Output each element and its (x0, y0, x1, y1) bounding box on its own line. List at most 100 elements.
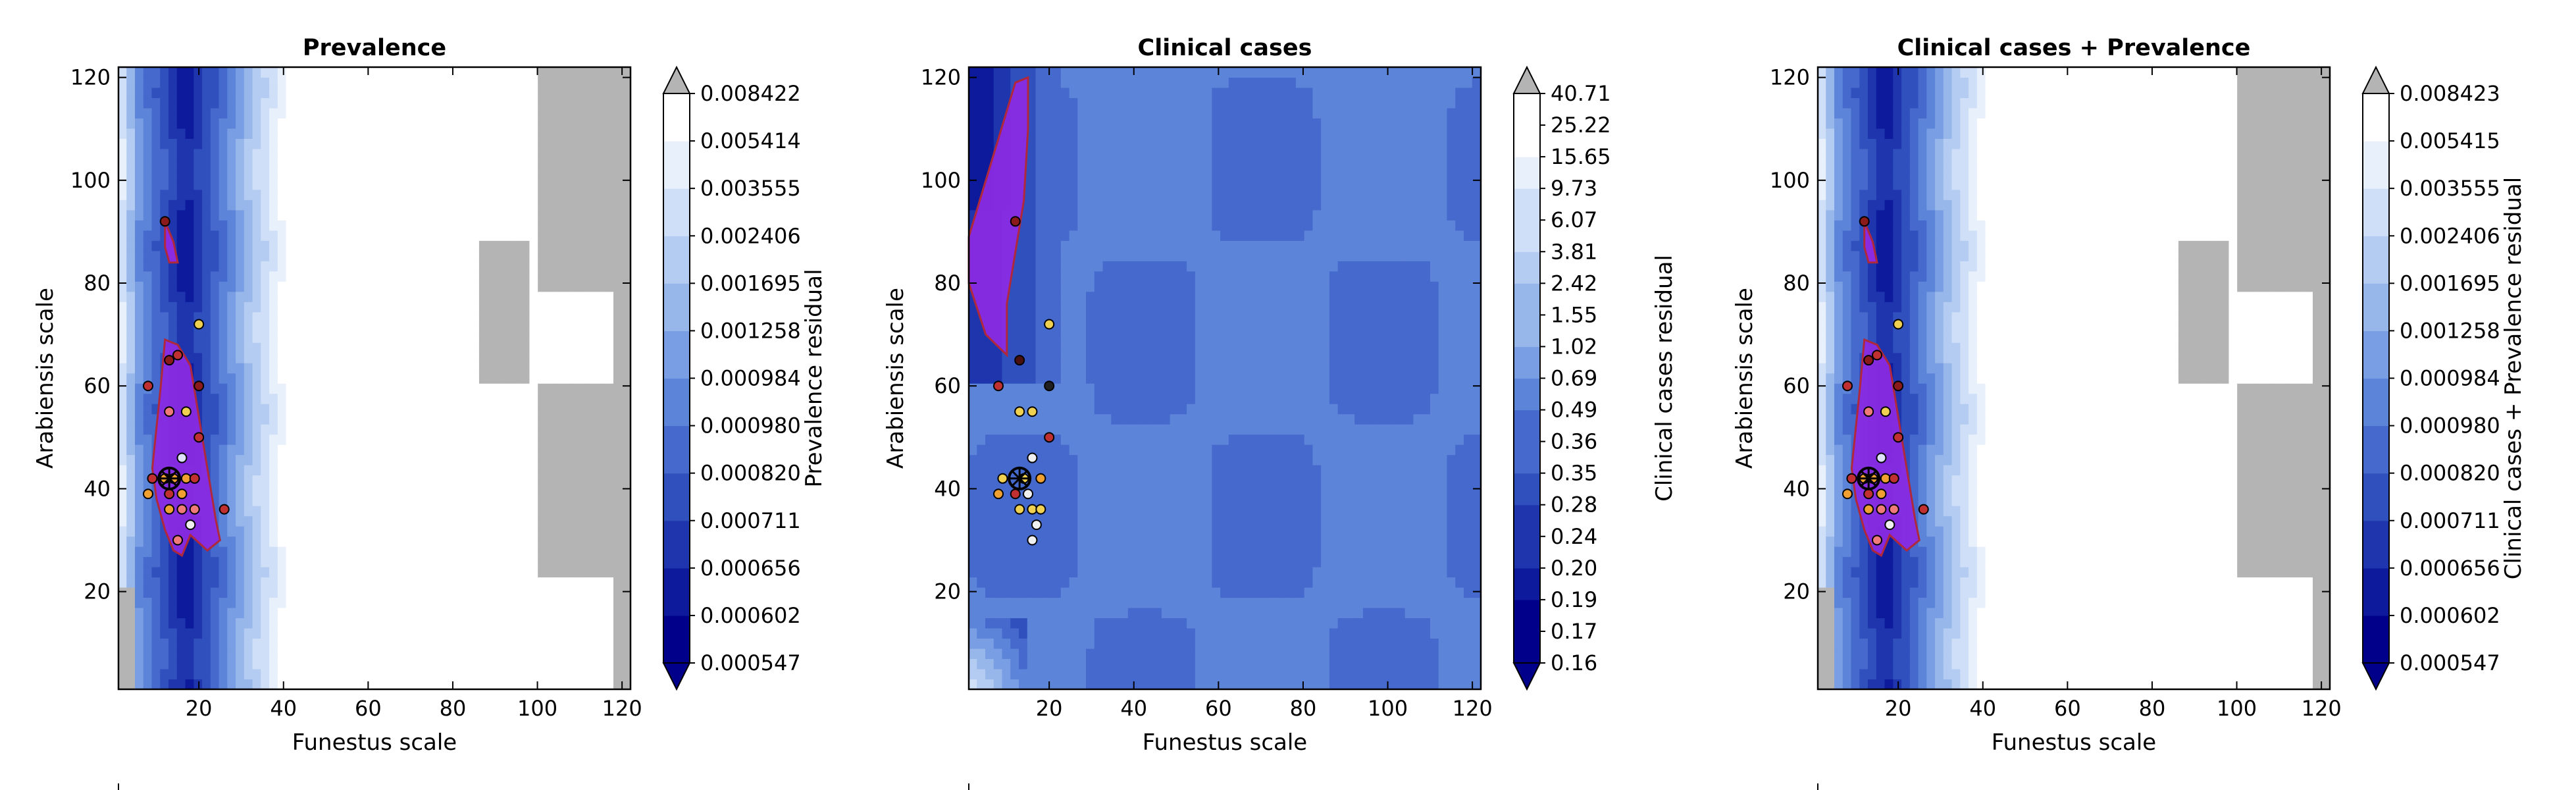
x-tick-label: 120 (1453, 696, 1493, 721)
colorbar-band (2363, 567, 2389, 616)
data-point (147, 473, 158, 484)
colorbar-band (663, 520, 690, 569)
low-residual-region (967, 76, 1029, 357)
colorbar-band (2363, 188, 2389, 236)
colorbar-band (2363, 425, 2389, 474)
colorbar-band (663, 330, 690, 379)
data-point (1863, 406, 1874, 417)
colorbar-tick-label: 6.07 (1551, 207, 1597, 232)
x-tick-label: 20 (186, 696, 213, 721)
x-axis-label: Funestus scale (1992, 729, 2156, 756)
colorbar-band (2363, 473, 2389, 521)
data-point (1846, 473, 1857, 484)
data-point (1893, 319, 1904, 330)
x-tick-label: 100 (2217, 696, 2257, 721)
x-tick-label: 80 (440, 696, 467, 721)
x-tick-label: 100 (517, 696, 557, 721)
data-point (993, 488, 1004, 500)
colorbar-band (663, 141, 690, 189)
colorbar-band (663, 236, 690, 284)
colorbar-tick-label: 0.000656 (2400, 556, 2500, 581)
colorbar-band (663, 567, 690, 616)
colorbar-tick-label: 0.000602 (700, 603, 801, 628)
colorbar-band (1514, 378, 1540, 411)
colorbar-extend-low (1512, 662, 1541, 691)
chart-title: Prevalence (303, 35, 446, 61)
colorbar-extend-low (2361, 662, 2390, 691)
x-tick-label: 40 (270, 696, 297, 721)
colorbar-label: Clinical cases residual (1651, 255, 1678, 502)
data-point (143, 488, 154, 500)
colorbar-band (1514, 599, 1540, 632)
colorbar-tick-label: 0.000820 (2400, 461, 2500, 486)
colorbar-band (663, 188, 690, 236)
data-point (1872, 350, 1883, 361)
residual-field (969, 67, 1481, 689)
colorbar-tick-label: 0.000984 (700, 366, 801, 391)
colorbar-tick-label: 0.16 (1551, 650, 1597, 675)
data-point (143, 381, 154, 392)
colorbar-tick-label: 0.002406 (700, 223, 801, 248)
data-point (1888, 504, 1899, 515)
colorbar: 0.16 0.17 0.19 0.20 0.24 0.28 0.35 0.36 0.49 0.69… (1512, 65, 1611, 691)
colorbar-tick-label: 1.55 (1551, 302, 1597, 327)
colorbar-band (1514, 473, 1540, 506)
x-tick-label: 20 (1036, 696, 1063, 721)
colorbar-tick-label: 0.000711 (2400, 508, 2500, 533)
x-tick-label: 40 (1969, 696, 1996, 721)
colorbar-tick-label: 0.69 (1551, 366, 1597, 391)
chart-title: Clinical cases + Prevalence (1897, 35, 2251, 61)
colorbar-band (2363, 330, 2389, 379)
data-point (164, 488, 175, 500)
colorbar-tick-label: 0.35 (1551, 461, 1597, 486)
data-point (1872, 535, 1883, 546)
colorbar-band (1514, 125, 1540, 157)
chart-title: Clinical cases (1138, 35, 1312, 61)
colorbar-band (1514, 93, 1540, 126)
colorbar-tick-label: 0.001695 (700, 271, 801, 296)
colorbar-band (1514, 220, 1540, 252)
data-point (164, 406, 175, 417)
colorbar-band (1514, 283, 1540, 315)
data-point (180, 406, 192, 417)
colorbar-band (663, 283, 690, 332)
residual-field (118, 67, 631, 689)
colorbar-tick-label: 0.20 (1551, 556, 1597, 581)
colorbar-tick-label: 0.002406 (2400, 223, 2500, 248)
colorbar-tick-label: 3.81 (1551, 239, 1597, 264)
data-point (1863, 355, 1874, 366)
data-point (159, 216, 170, 227)
colorbar-band (1514, 188, 1540, 221)
colorbar-label: Prevalence residual (801, 269, 827, 487)
best-fit-marker (1008, 466, 1032, 490)
data-point (1014, 406, 1025, 417)
data-point (1014, 504, 1025, 515)
x-axis-label: Funestus scale (1143, 729, 1307, 756)
y-tick-label: 40 (934, 476, 961, 501)
best-fit-marker (1857, 466, 1881, 490)
y-axis-label: Arabiensis scale (883, 288, 909, 469)
colorbar-band (1514, 567, 1540, 600)
x-tick-label: 40 (1120, 696, 1147, 721)
colorbar-tick-label: 0.001258 (700, 318, 801, 343)
colorbar-tick-label: 25.22 (1551, 113, 1611, 138)
x-tick-label: 60 (1205, 696, 1232, 721)
y-tick-label: 80 (934, 271, 961, 296)
data-point (193, 432, 205, 443)
colorbar-tick-label: 0.001695 (2400, 271, 2500, 296)
data-point (1842, 488, 1853, 500)
colorbar-band (1514, 409, 1540, 442)
colorbar-extend-high (1512, 65, 1541, 94)
colorbar-band (663, 473, 690, 521)
colorbar-tick-label: 0.000656 (700, 556, 801, 581)
data-point (1014, 355, 1025, 366)
colorbar-band (2363, 378, 2389, 427)
panel-2: Clinical cases 20 40 60 80 100 120 20 40 60 80 100 1… (883, 35, 1678, 790)
x-axis-label: Funestus scale (292, 729, 457, 756)
data-point (997, 473, 1008, 484)
y-tick-label: 120 (70, 65, 111, 90)
colorbar-tick-label: 0.001258 (2400, 318, 2500, 343)
y-tick-label: 60 (934, 373, 961, 398)
data-point (1010, 216, 1021, 227)
